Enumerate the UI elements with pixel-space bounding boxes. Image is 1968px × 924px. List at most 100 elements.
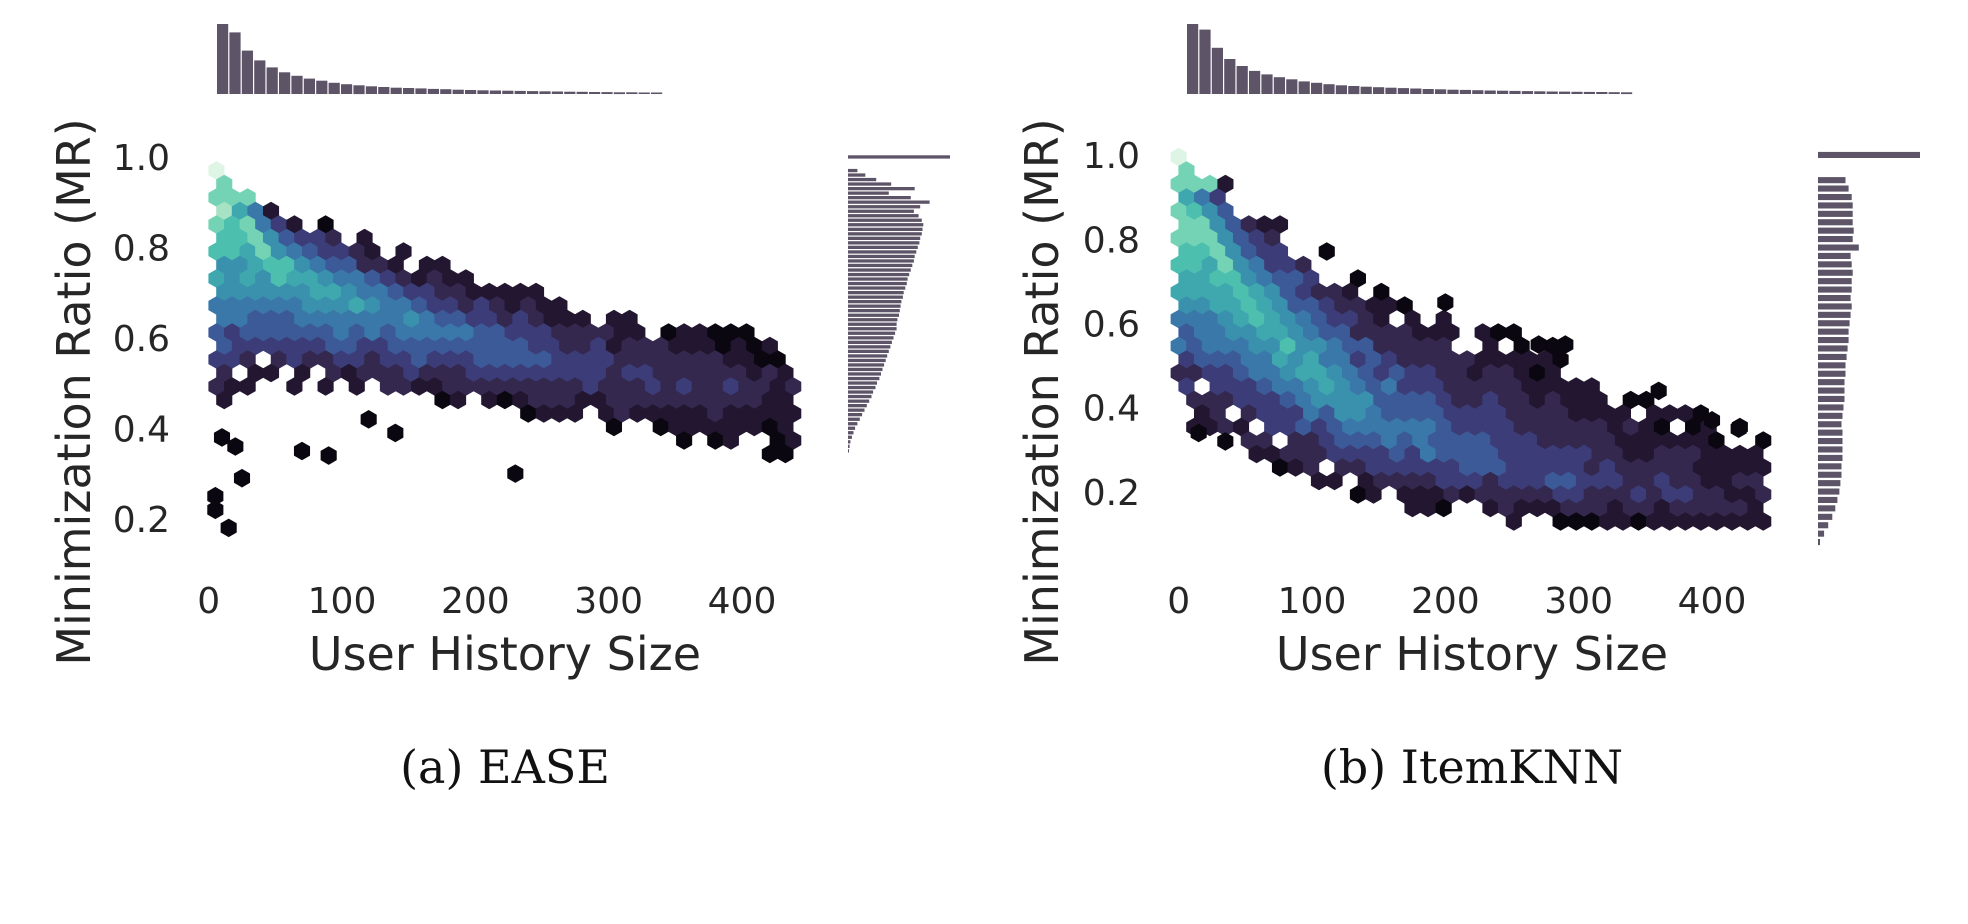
- hexbin-cell: [442, 269, 459, 288]
- hexbin-cell: [1295, 282, 1312, 302]
- hexbin-cell: [348, 377, 365, 396]
- hexbin-cell: [1552, 377, 1569, 396]
- hexbin-cell: [1552, 404, 1569, 423]
- histogram-bar: [1360, 86, 1372, 94]
- hexbin-cell: [411, 296, 428, 315]
- hexbin-cell: [1724, 458, 1741, 477]
- hexbin-cell: [395, 269, 412, 288]
- hexbin-cell: [1575, 444, 1593, 464]
- hexbin-cell: [1256, 350, 1273, 369]
- hexbin-cell: [1474, 485, 1491, 504]
- hexbin-cell: [411, 350, 428, 369]
- hexbin-cell: [543, 363, 560, 383]
- hexbin-cell: [1669, 444, 1686, 464]
- hexbin-outlier: [1703, 411, 1721, 430]
- histogram-bar: [848, 372, 881, 376]
- x-tick-label: 100: [1278, 581, 1347, 622]
- hexbin-cell: [1404, 444, 1421, 464]
- hexbin-cell: [621, 390, 638, 410]
- hexbin-cell: [1692, 485, 1709, 504]
- hexbin-cell: [1295, 336, 1312, 356]
- hexbin-cell: [1490, 377, 1507, 396]
- hexbin-cell: [481, 282, 498, 302]
- hexbin-cell: [356, 228, 373, 248]
- histogram-bar: [1818, 429, 1843, 436]
- hexbin-cell: [1669, 471, 1686, 491]
- hexbin-cell: [465, 363, 482, 383]
- histogram-bar: [1818, 219, 1853, 226]
- hexbin-cell: [1404, 336, 1421, 356]
- hexbin-cell: [426, 350, 443, 369]
- hexbin-cell: [1194, 188, 1211, 207]
- hexbin-cell: [1256, 431, 1273, 450]
- hexbin-cell: [1505, 323, 1522, 342]
- hexbin-cell: [1497, 444, 1515, 464]
- histogram-bar: [601, 92, 613, 94]
- hexbin-cell: [1334, 350, 1351, 369]
- hexbin-cell: [262, 201, 280, 221]
- hexbin-cell: [1638, 390, 1655, 410]
- histogram-bar: [848, 295, 903, 299]
- hexbin-cell: [434, 309, 451, 329]
- hexbin-cell: [1217, 417, 1234, 437]
- histogram-bar: [613, 92, 625, 95]
- hexbin-cell: [247, 282, 264, 302]
- histogram-bar: [1818, 471, 1842, 478]
- hexbin-cell: [1217, 336, 1234, 356]
- histogram-bar: [1818, 395, 1845, 402]
- histogram-bar: [848, 281, 907, 286]
- hexbin-cell: [660, 323, 677, 342]
- hexbin-cell: [1591, 498, 1608, 518]
- histogram-bar: [353, 85, 365, 95]
- hexbin-cell: [301, 323, 319, 342]
- hexbin-cell: [1521, 377, 1538, 396]
- x-tick-label: 200: [441, 581, 510, 622]
- hexbin-cell: [746, 417, 763, 437]
- hexbin-cell: [1342, 336, 1359, 356]
- hexbin-cell: [1396, 350, 1413, 369]
- histogram-bar: [848, 245, 918, 249]
- histogram-bar: [551, 91, 563, 94]
- hexbin-cell: [621, 309, 638, 329]
- histogram-bar: [848, 205, 921, 209]
- histogram-bar: [1818, 362, 1846, 369]
- hexbin-cell: [1747, 498, 1764, 518]
- hexbin-cell: [1334, 323, 1351, 342]
- hexbin-cell: [1420, 390, 1437, 410]
- hexbin-cell: [1256, 404, 1273, 423]
- hexbin-cell: [613, 404, 630, 423]
- hexbin-cell: [1287, 269, 1304, 288]
- hexbin-cell: [1677, 431, 1694, 450]
- hexbin-cell: [364, 296, 381, 315]
- hexbin-cell: [1334, 404, 1351, 423]
- hexbin-cell: [278, 282, 295, 302]
- hexbin-cell: [1607, 471, 1624, 491]
- hexbin-cell: [387, 336, 404, 356]
- histogram-bar: [848, 227, 923, 231]
- histogram-bar: [1818, 370, 1846, 377]
- hexbin-cell: [348, 242, 365, 261]
- hexbin-cell: [473, 377, 490, 396]
- x-tick-labels: 0 100 200 300 400: [197, 581, 776, 622]
- hexbin-cell: [559, 390, 576, 410]
- hexbin-cell: [707, 350, 724, 369]
- hexbin-cell: [1388, 471, 1405, 491]
- hexbin-cell: [1178, 188, 1195, 207]
- hexbin-cell: [1560, 390, 1577, 410]
- hexbin-cell: [1755, 431, 1772, 450]
- hexbin-cell: [566, 404, 584, 423]
- hexbin-cell: [1357, 444, 1374, 464]
- hexbin-cell: [1240, 296, 1257, 315]
- hexbin-cell: [1388, 363, 1405, 383]
- hexbin-cell: [1326, 471, 1343, 491]
- hexbin-cell: [1365, 377, 1382, 396]
- hexbin-cell: [1739, 512, 1756, 531]
- histogram-bar: [1818, 387, 1845, 394]
- hexbin-cell: [457, 323, 474, 342]
- hexbin-cell: [1240, 431, 1257, 450]
- hexbin-cell: [1357, 336, 1374, 356]
- hexbin-cell: [746, 336, 763, 356]
- hexbin-cell: [668, 417, 685, 437]
- hexbin-cell: [1474, 404, 1491, 423]
